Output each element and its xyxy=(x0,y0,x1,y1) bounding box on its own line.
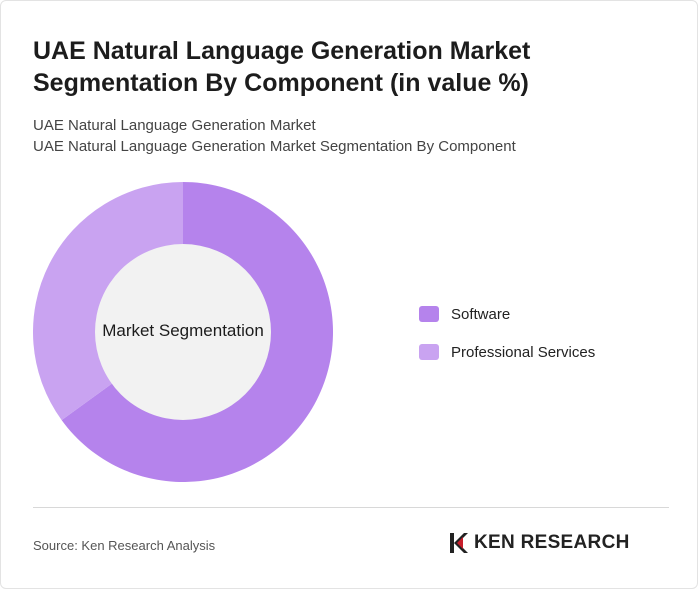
legend-label-software: Software xyxy=(451,305,511,323)
source-note: Source: Ken Research Analysis xyxy=(33,538,216,553)
chart-title: UAE Natural Language Generation Market S… xyxy=(33,37,531,97)
footer-divider xyxy=(33,507,669,508)
legend-item-software: Software xyxy=(419,303,595,325)
ken-research-logo: KEN RESEARCH xyxy=(448,531,630,555)
chart-subtitle: UAE Natural Language Generation Market U… xyxy=(33,115,673,157)
legend-swatch-software xyxy=(419,306,439,322)
donut-hole xyxy=(95,244,271,420)
donut-chart xyxy=(33,182,333,483)
logo-text: KEN RESEARCH xyxy=(474,532,630,553)
legend-item-professional-services: Professional Services xyxy=(419,341,595,363)
donut-center-label: Market Segmentation xyxy=(102,321,264,340)
subtitle-line-1: UAE Natural Language Generation Market xyxy=(33,117,316,134)
legend-label-professional-services: Professional Services xyxy=(451,343,596,361)
subtitle-line-2: UAE Natural Language Generation Market S… xyxy=(33,138,516,155)
legend-swatch-professional-services xyxy=(419,344,439,360)
chart-legend: Software Professional Services xyxy=(419,303,595,379)
ken-research-logo-icon xyxy=(450,533,468,553)
